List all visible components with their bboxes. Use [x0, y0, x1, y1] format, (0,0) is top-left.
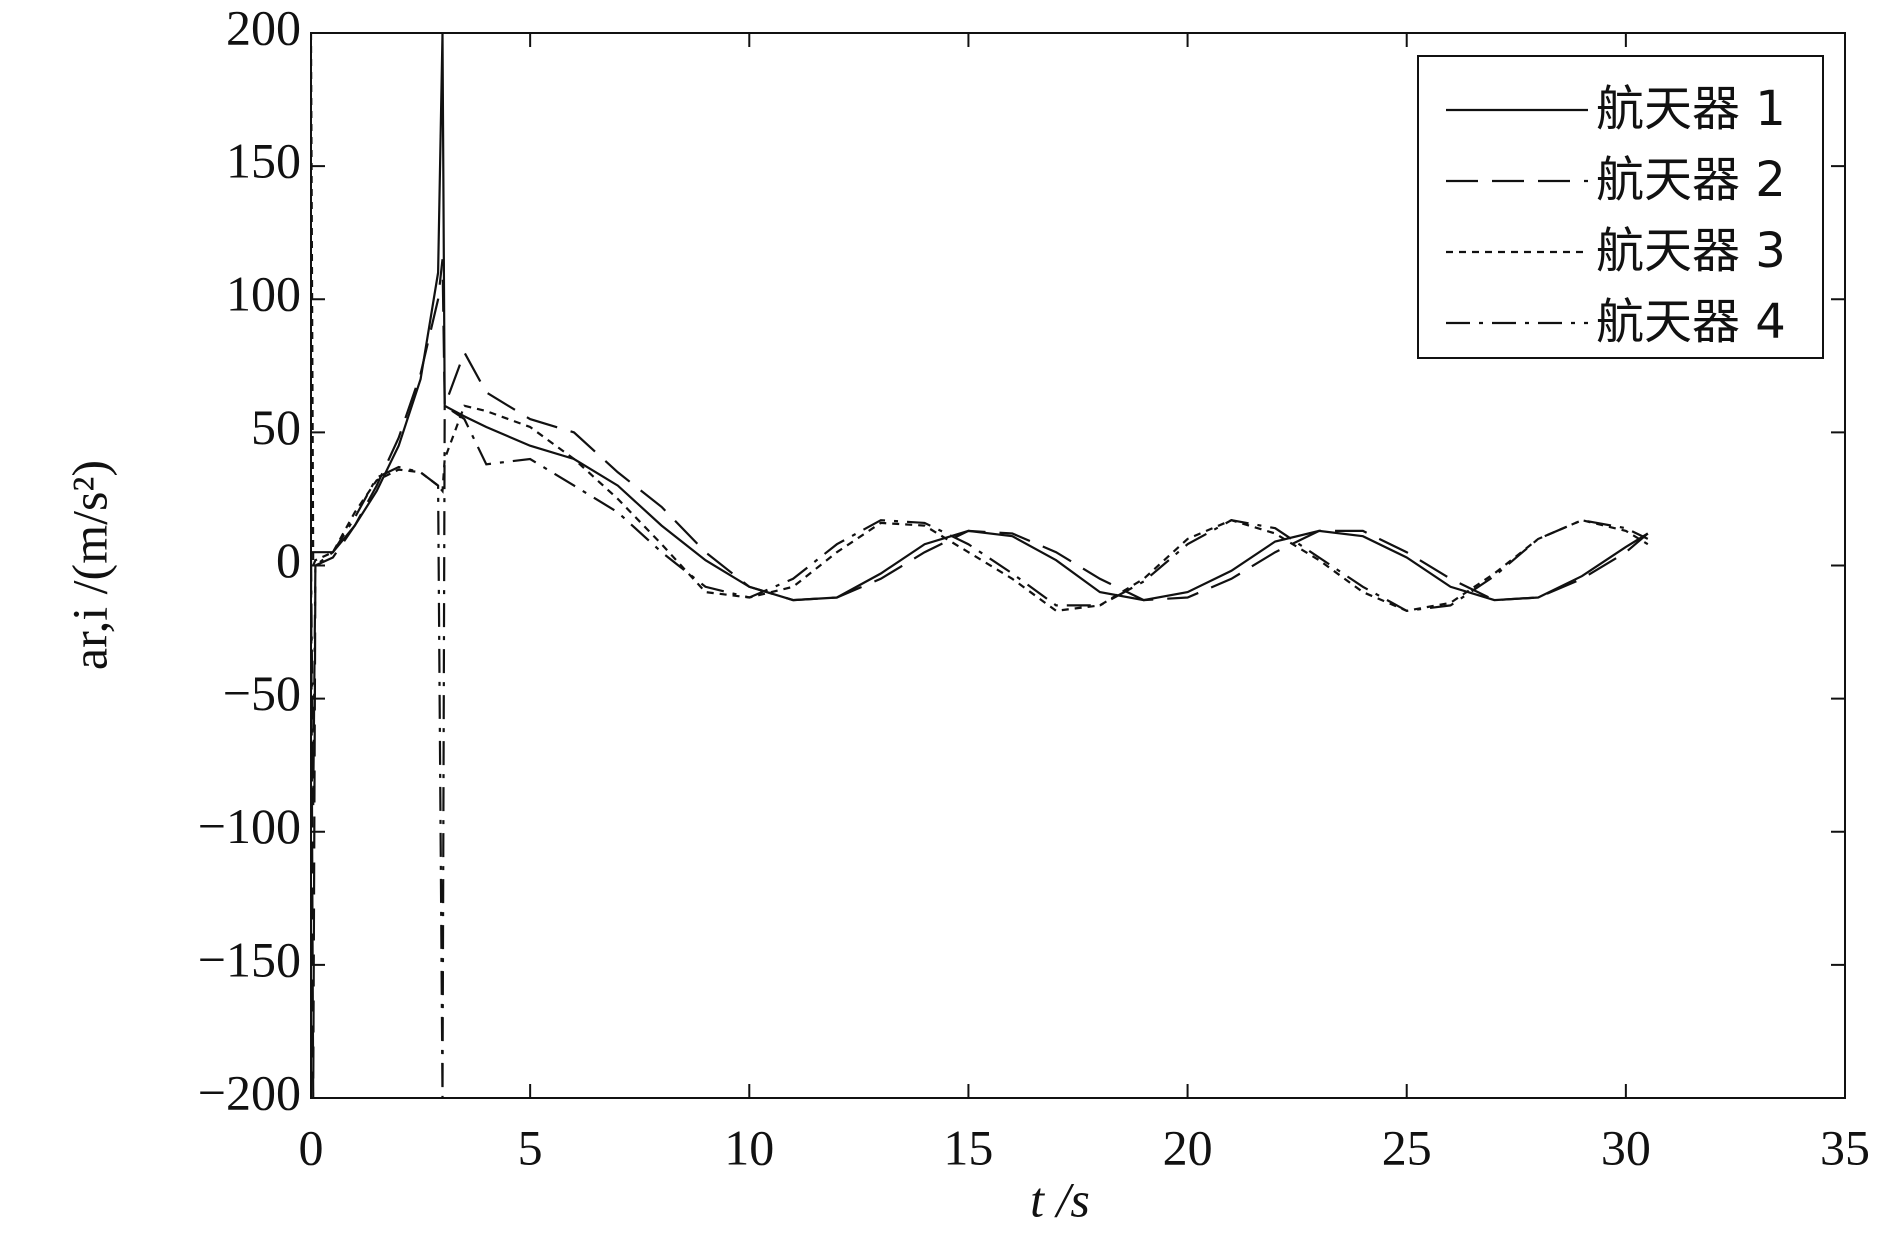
y-tick-label: 100 [226, 266, 301, 322]
legend-label: 航天器 4 [1596, 294, 1786, 350]
y-tick-label: −50 [223, 665, 301, 721]
legend-label: 航天器 1 [1596, 81, 1786, 137]
legend-box [1417, 55, 1824, 359]
y-tick-label: 50 [251, 399, 301, 455]
series-line [311, 33, 1649, 612]
y-tick-label: 200 [226, 0, 301, 55]
x-tick-label: 15 [943, 1119, 993, 1175]
x-tick-label: 35 [1820, 1119, 1870, 1175]
series-line [311, 403, 1649, 1098]
legend-label: 航天器 2 [1596, 152, 1786, 208]
y-tick-label: −200 [198, 1064, 301, 1120]
x-tick-label: 20 [1163, 1119, 1213, 1175]
y-tick-label: −100 [198, 798, 301, 854]
y-tick-label: −150 [198, 931, 301, 987]
y-axis-label: ar,i /(m/s²) [61, 460, 117, 670]
x-tick-label: 5 [518, 1119, 543, 1175]
y-tick-label: 150 [226, 133, 301, 189]
x-tick-label: 30 [1601, 1119, 1651, 1175]
y-tick-label: 0 [276, 532, 301, 588]
x-tick-label: 25 [1382, 1119, 1432, 1175]
x-tick-label: 10 [724, 1119, 774, 1175]
series-line [311, 259, 1649, 1098]
legend-label: 航天器 3 [1596, 223, 1786, 279]
x-tick-label: 0 [299, 1119, 324, 1175]
x-axis-label: t /s [1030, 1171, 1090, 1227]
